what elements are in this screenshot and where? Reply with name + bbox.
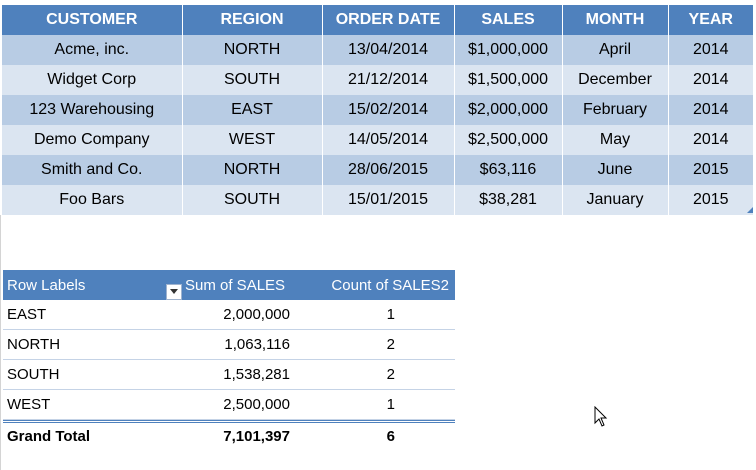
- cell-order-date[interactable]: 13/04/2014: [322, 35, 455, 65]
- table-row: Acme, inc. NORTH 13/04/2014 $1,000,000 A…: [2, 35, 753, 65]
- pivot-row-label[interactable]: WEST: [7, 396, 51, 413]
- pivot-header-row-labels-text: Row Labels: [7, 276, 86, 294]
- cell-sales[interactable]: $38,281: [454, 185, 563, 215]
- table-row: Smith and Co. NORTH 28/06/2015 $63,116 J…: [2, 155, 753, 185]
- header-month[interactable]: MONTH: [562, 5, 669, 35]
- pivot-total-count[interactable]: 6: [386, 428, 395, 445]
- cell-year[interactable]: 2014: [668, 95, 753, 125]
- cell-month[interactable]: December: [562, 65, 669, 95]
- cell-customer[interactable]: Acme, inc.: [2, 35, 183, 65]
- cell-sales[interactable]: $63,116: [454, 155, 563, 185]
- cell-region[interactable]: WEST: [182, 125, 323, 155]
- cell-customer[interactable]: Demo Company: [2, 125, 183, 155]
- pivot-row[interactable]: WEST 2,500,000 1: [3, 390, 455, 420]
- table-row: Widget Corp SOUTH 21/12/2014 $1,500,000 …: [2, 65, 753, 95]
- pivot-table: Row Labels Sum of SALES Count of SALES2 …: [3, 270, 455, 450]
- pivot-row-sum[interactable]: 1,063,116: [224, 336, 290, 353]
- cell-sales[interactable]: $1,500,000: [454, 65, 563, 95]
- header-order-date[interactable]: ORDER DATE: [322, 5, 455, 35]
- cell-region[interactable]: NORTH: [182, 35, 323, 65]
- header-customer[interactable]: CUSTOMER: [2, 5, 183, 35]
- table-row: Foo Bars SOUTH 15/01/2015 $38,281 Januar…: [2, 185, 753, 215]
- cell-sales[interactable]: $1,000,000: [454, 35, 563, 65]
- pivot-row-sum[interactable]: 1,538,281: [223, 366, 290, 383]
- pivot-header-row-labels[interactable]: Row Labels: [3, 276, 183, 300]
- cell-customer[interactable]: Foo Bars: [2, 185, 183, 215]
- cell-customer[interactable]: Smith and Co.: [2, 155, 183, 185]
- grid-edge: [0, 215, 3, 470]
- cell-order-date[interactable]: 21/12/2014: [322, 65, 455, 95]
- pivot-grand-total-row[interactable]: Grand Total 7,101,397 6: [3, 420, 455, 450]
- table-header-row: CUSTOMER REGION ORDER DATE SALES MONTH Y…: [2, 5, 753, 35]
- cell-year[interactable]: 2015: [668, 185, 753, 215]
- pivot-row-count[interactable]: 1: [386, 396, 395, 413]
- header-sales[interactable]: SALES: [454, 5, 563, 35]
- cell-order-date[interactable]: 28/06/2015: [322, 155, 455, 185]
- cell-region[interactable]: SOUTH: [182, 65, 323, 95]
- cell-customer[interactable]: 123 Warehousing: [2, 95, 183, 125]
- cell-year[interactable]: 2014: [668, 35, 753, 65]
- cell-month[interactable]: January: [562, 185, 669, 215]
- pivot-row-count[interactable]: 2: [386, 336, 395, 353]
- cell-order-date[interactable]: 15/02/2014: [322, 95, 455, 125]
- cell-month[interactable]: April: [562, 35, 669, 65]
- pivot-total-label[interactable]: Grand Total: [7, 428, 91, 445]
- pivot-row-label[interactable]: NORTH: [7, 336, 61, 353]
- cell-year[interactable]: 2014: [668, 65, 753, 95]
- pivot-row-label[interactable]: EAST: [7, 306, 47, 323]
- header-year[interactable]: YEAR: [668, 5, 753, 35]
- filter-dropdown-icon[interactable]: [166, 283, 182, 300]
- table-resize-handle-icon[interactable]: [747, 207, 753, 213]
- cell-order-date[interactable]: 14/05/2014: [322, 125, 455, 155]
- cell-year[interactable]: 2015: [668, 155, 753, 185]
- cell-region[interactable]: SOUTH: [182, 185, 323, 215]
- cell-region[interactable]: NORTH: [182, 155, 323, 185]
- mouse-pointer-icon: [594, 406, 608, 427]
- pivot-total-sum[interactable]: 7,101,397: [223, 428, 290, 445]
- cell-year[interactable]: 2014: [668, 125, 753, 155]
- pivot-row-count[interactable]: 2: [386, 366, 395, 383]
- pivot-row-sum[interactable]: 2,500,000: [223, 396, 290, 413]
- cell-month[interactable]: May: [562, 125, 669, 155]
- cell-month[interactable]: February: [562, 95, 669, 125]
- pivot-row-count[interactable]: 1: [386, 306, 395, 323]
- pivot-row[interactable]: EAST 2,000,000 1: [3, 300, 455, 330]
- table-row: 123 Warehousing EAST 15/02/2014 $2,000,0…: [2, 95, 753, 125]
- cell-region[interactable]: EAST: [182, 95, 323, 125]
- pivot-header-row: Row Labels Sum of SALES Count of SALES2: [3, 270, 455, 300]
- table-row: Demo Company WEST 14/05/2014 $2,500,000 …: [2, 125, 753, 155]
- pivot-row[interactable]: SOUTH 1,538,281 2: [3, 360, 455, 390]
- data-table: CUSTOMER REGION ORDER DATE SALES MONTH Y…: [2, 5, 753, 215]
- cell-sales[interactable]: $2,000,000: [454, 95, 563, 125]
- pivot-row[interactable]: NORTH 1,063,116 2: [3, 330, 455, 360]
- pivot-row-label[interactable]: SOUTH: [7, 366, 60, 383]
- cell-month[interactable]: June: [562, 155, 669, 185]
- pivot-header-sum[interactable]: Sum of SALES: [185, 276, 286, 294]
- header-region[interactable]: REGION: [182, 5, 323, 35]
- pivot-row-sum[interactable]: 2,000,000: [223, 306, 290, 323]
- cell-order-date[interactable]: 15/01/2015: [322, 185, 455, 215]
- cell-customer[interactable]: Widget Corp: [2, 65, 183, 95]
- cell-sales[interactable]: $2,500,000: [454, 125, 563, 155]
- pivot-header-count[interactable]: Count of SALES2: [331, 276, 449, 294]
